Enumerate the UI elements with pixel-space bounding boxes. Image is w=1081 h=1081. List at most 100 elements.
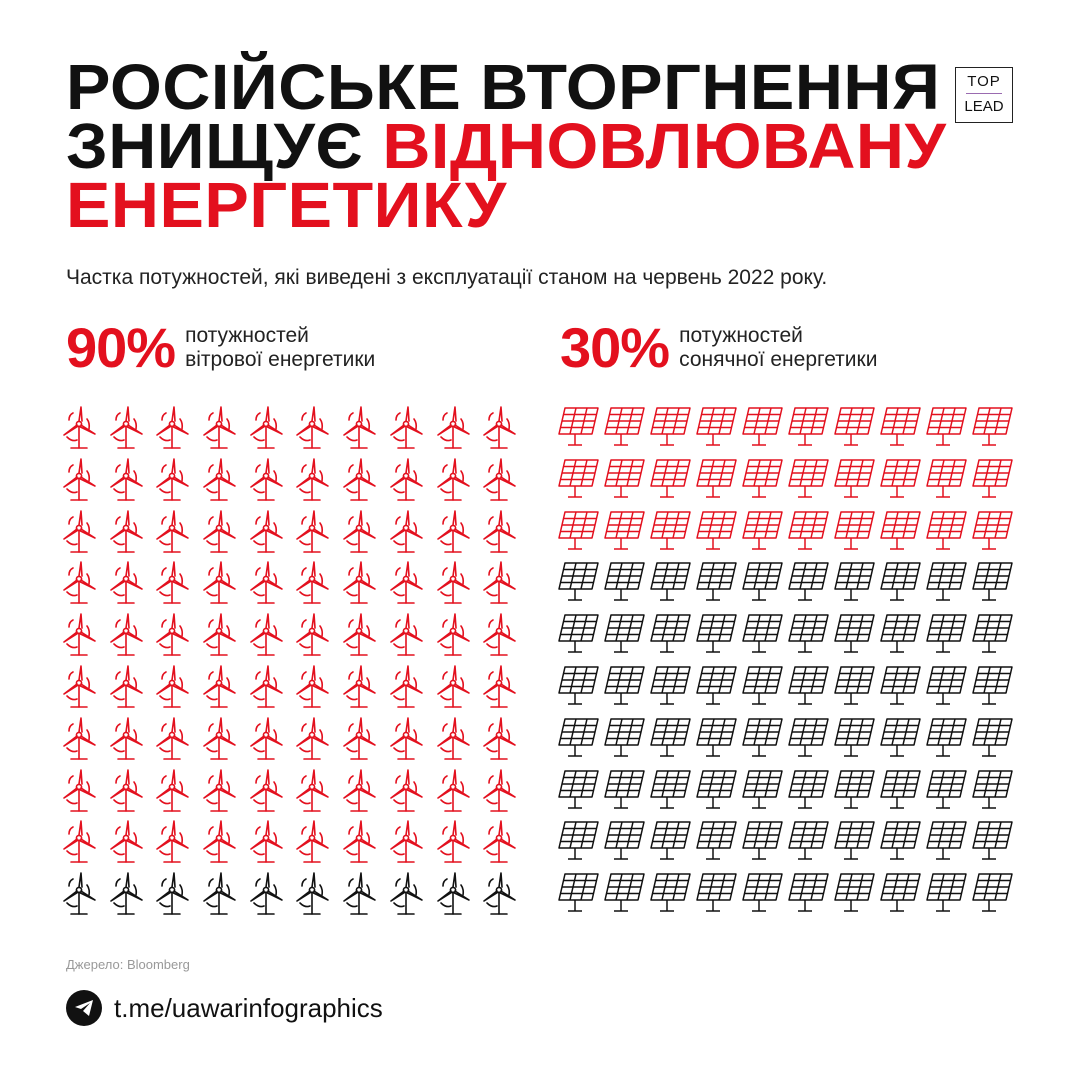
solar-panel-icon: [787, 767, 833, 819]
wind-turbine-icon-highlighted: [338, 715, 385, 767]
solar-panel-icon-highlighted: [603, 456, 649, 508]
solar-panel-icon: [971, 559, 1017, 611]
solar-panel-icon: [787, 611, 833, 663]
wind-turbine-icon-highlighted: [151, 767, 198, 819]
wind-turbine-icon-highlighted: [151, 715, 198, 767]
wind-turbine-icon-highlighted: [338, 818, 385, 870]
wind-turbine-icon-highlighted: [198, 404, 245, 456]
solar-panel-icon: [695, 818, 741, 870]
wind-turbine-icon-highlighted: [338, 508, 385, 560]
solar-panel-icon-highlighted: [833, 456, 879, 508]
solar-panel-icon-highlighted: [557, 456, 603, 508]
wind-turbine-icon-highlighted: [245, 715, 292, 767]
solar-panel-icon-highlighted: [649, 404, 695, 456]
wind-turbine-icon-highlighted: [338, 404, 385, 456]
wind-turbine-icon-highlighted: [478, 767, 525, 819]
wind-turbine-icon: [338, 870, 385, 922]
wind-turbine-icon-highlighted: [478, 456, 525, 508]
solar-panel-icon: [925, 559, 971, 611]
telegram-link[interactable]: t.me/uawarinfographics: [66, 990, 383, 1026]
wind-turbine-icon-highlighted: [105, 456, 152, 508]
logo-bottom: LEAD: [964, 98, 1004, 115]
wind-turbine-icon-highlighted: [245, 818, 292, 870]
wind-turbine-icon-highlighted: [478, 715, 525, 767]
solar-panel-icon: [741, 611, 787, 663]
wind-turbine-icon-highlighted: [198, 456, 245, 508]
solar-panel-icon-highlighted: [787, 404, 833, 456]
solar-panel-icon: [787, 663, 833, 715]
solar-panel-icon: [695, 715, 741, 767]
solar-panel-icon: [925, 818, 971, 870]
solar-panel-icon: [741, 818, 787, 870]
wind-turbine-icon-highlighted: [58, 715, 105, 767]
wind-turbine-icon-highlighted: [58, 508, 105, 560]
wind-turbine-icon-highlighted: [198, 508, 245, 560]
wind-turbine-icon-highlighted: [198, 715, 245, 767]
solar-panel-icon-highlighted: [971, 456, 1017, 508]
solar-panel-icon: [787, 559, 833, 611]
wind-turbine-icon-highlighted: [291, 818, 338, 870]
telegram-url[interactable]: t.me/uawarinfographics: [114, 992, 383, 1023]
wind-turbine-icon-highlighted: [105, 404, 152, 456]
solar-panel-icon: [879, 818, 925, 870]
solar-panel-icon: [741, 559, 787, 611]
wind-turbine-icon-highlighted: [198, 663, 245, 715]
solar-panel-icon: [603, 818, 649, 870]
wind-turbine-icon: [151, 870, 198, 922]
wind-turbine-icon-highlighted: [291, 663, 338, 715]
wind-turbine-icon: [58, 870, 105, 922]
wind-turbine-icon-highlighted: [478, 559, 525, 611]
wind-turbine-icon-highlighted: [291, 404, 338, 456]
wind-turbine-icon-highlighted: [151, 818, 198, 870]
solar-panel-icon: [603, 767, 649, 819]
solar-panel-icon-highlighted: [879, 508, 925, 560]
solar-panel-icon: [879, 611, 925, 663]
solar-panel-icon: [879, 870, 925, 922]
solar-panel-icon: [741, 767, 787, 819]
wind-turbine-icon-highlighted: [385, 611, 432, 663]
wind-turbine-icon-highlighted: [338, 663, 385, 715]
solar-panel-icon: [925, 663, 971, 715]
wind-turbine-icon-highlighted: [198, 611, 245, 663]
wind-turbine-icon-highlighted: [105, 715, 152, 767]
wind-turbine-icon-highlighted: [432, 508, 479, 560]
wind-turbine-icon-highlighted: [151, 404, 198, 456]
solar-panel-icon: [971, 767, 1017, 819]
solar-panel-icon: [925, 611, 971, 663]
solar-panel-icon: [603, 663, 649, 715]
solar-panel-icon-highlighted: [833, 508, 879, 560]
wind-turbine-icon-highlighted: [245, 559, 292, 611]
wind-turbine-icon-highlighted: [432, 663, 479, 715]
top-lead-logo: TOP LEAD: [955, 67, 1013, 123]
wind-turbine-icon-highlighted: [105, 508, 152, 560]
wind-turbine-icon-highlighted: [58, 559, 105, 611]
solar-panel-icon: [603, 870, 649, 922]
wind-turbine-icon-highlighted: [385, 715, 432, 767]
solar-panel-icon: [833, 870, 879, 922]
solar-panel-icon: [649, 611, 695, 663]
solar-panel-icon-highlighted: [925, 404, 971, 456]
wind-turbine-icon-highlighted: [385, 663, 432, 715]
wind-turbine-icon-highlighted: [291, 611, 338, 663]
solar-panel-icon-highlighted: [649, 508, 695, 560]
solar-panel-icon: [925, 767, 971, 819]
solar-panel-icon-highlighted: [971, 404, 1017, 456]
solar-panel-icon-highlighted: [741, 456, 787, 508]
wind-turbine-icon-highlighted: [105, 611, 152, 663]
wind-turbine-icon: [385, 870, 432, 922]
wind-turbine-icon-highlighted: [385, 508, 432, 560]
wind-turbine-icon-highlighted: [198, 767, 245, 819]
solar-panel-icon: [833, 715, 879, 767]
solar-stat: 30% потужностей сонячної енергетики: [560, 318, 877, 378]
solar-panel-icon: [925, 715, 971, 767]
wind-turbine-icon: [432, 870, 479, 922]
solar-panel-icon: [787, 870, 833, 922]
solar-panel-icon-highlighted: [879, 404, 925, 456]
solar-panel-icon-highlighted: [741, 508, 787, 560]
solar-panel-icon: [695, 663, 741, 715]
solar-panel-icon: [557, 870, 603, 922]
solar-panel-icon: [971, 663, 1017, 715]
solar-panel-icon: [649, 818, 695, 870]
wind-turbine-icon: [291, 870, 338, 922]
solar-panel-icon-highlighted: [925, 456, 971, 508]
